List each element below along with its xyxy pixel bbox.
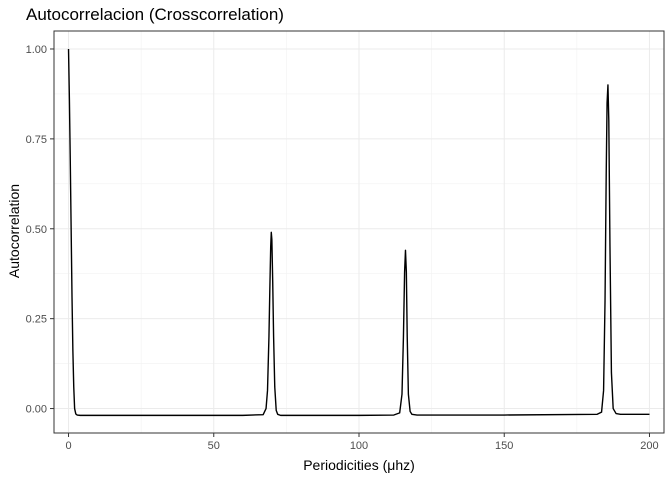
x-tick-label: 150 (495, 440, 513, 452)
y-axis-ticks: 0.00 0.25 0.50 0.75 1.00 (26, 44, 54, 416)
y-tick-label: 0.25 (26, 314, 47, 326)
y-axis-title: Autocorrelation (6, 184, 22, 278)
x-tick-label: 0 (65, 440, 71, 452)
series-layer (67, 48, 650, 417)
autocorrelation-line (67, 48, 650, 417)
x-tick-label: 100 (350, 440, 368, 452)
chart-title: Autocorrelacion (Crosscorrelation) (26, 5, 284, 24)
y-tick-label: 1.00 (26, 44, 47, 56)
major-gridlines (54, 31, 664, 433)
y-tick-label: 0.75 (26, 134, 47, 146)
x-axis-ticks: 0 50 100 150 200 (65, 433, 659, 452)
y-tick-label: 0.00 (26, 404, 47, 416)
x-tick-label: 50 (208, 440, 220, 452)
x-tick-label: 200 (640, 440, 658, 452)
y-tick-label: 0.50 (26, 224, 47, 236)
x-axis-title: Periodicities (μhz) (303, 457, 415, 473)
